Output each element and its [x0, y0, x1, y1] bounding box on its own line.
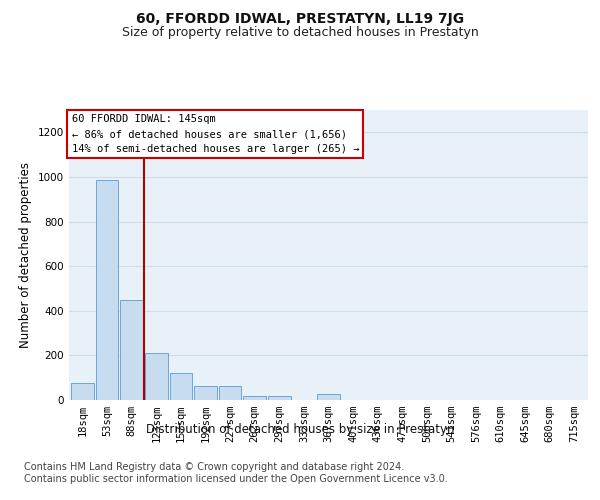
Bar	[96, 180, 118, 400]
Bar	[268, 396, 290, 400]
Text: Contains HM Land Registry data © Crown copyright and database right 2024.
Contai: Contains HM Land Registry data © Crown c…	[24, 462, 448, 484]
Bar	[145, 353, 167, 400]
Text: 60, FFORDD IDWAL, PRESTATYN, LL19 7JG: 60, FFORDD IDWAL, PRESTATYN, LL19 7JG	[136, 12, 464, 26]
Text: Distribution of detached houses by size in Prestatyn: Distribution of detached houses by size …	[146, 422, 454, 436]
Bar	[71, 384, 94, 400]
Bar	[121, 300, 143, 400]
Y-axis label: Number of detached properties: Number of detached properties	[19, 162, 32, 348]
Bar	[194, 386, 217, 400]
Bar	[317, 394, 340, 400]
Text: Size of property relative to detached houses in Prestatyn: Size of property relative to detached ho…	[122, 26, 478, 39]
Bar	[170, 373, 192, 400]
Bar	[219, 386, 241, 400]
Text: 60 FFORDD IDWAL: 145sqm
← 86% of detached houses are smaller (1,656)
14% of semi: 60 FFORDD IDWAL: 145sqm ← 86% of detache…	[71, 114, 359, 154]
Bar	[244, 396, 266, 400]
